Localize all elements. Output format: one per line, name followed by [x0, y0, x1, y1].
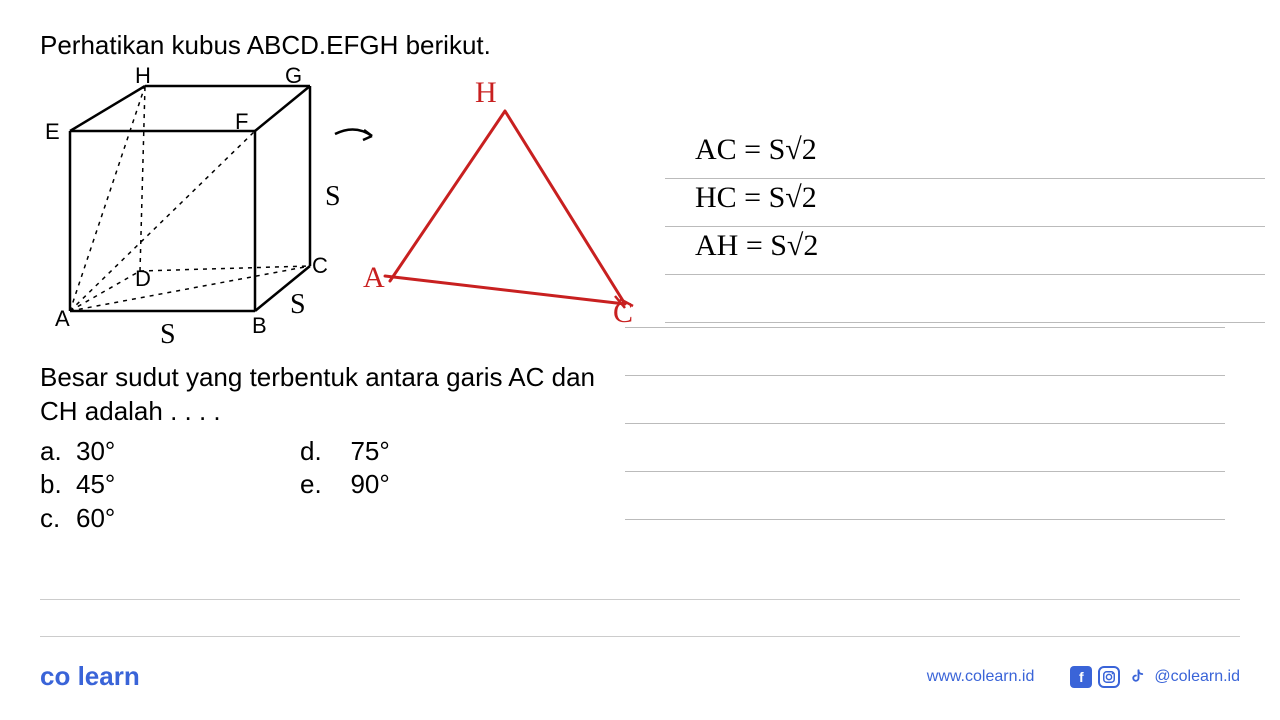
- option-e: e. 90°: [300, 468, 390, 502]
- label-A: A: [55, 306, 70, 332]
- option-c: c.60°: [40, 502, 300, 536]
- side-s-bottom: S: [160, 319, 176, 351]
- footer: co learn www.colearn.id f @colearn.id: [40, 636, 1240, 692]
- label-C: C: [312, 253, 328, 279]
- extra-ruled-lines: [625, 280, 1225, 520]
- facebook-icon: f: [1070, 666, 1092, 688]
- label-D: D: [135, 266, 151, 292]
- equation-3: AH = S√2: [695, 229, 818, 263]
- option-b-value: 45°: [76, 469, 115, 499]
- cube-diagram: H G E F A B C D S S S: [40, 71, 330, 351]
- equation-1: AC = S√2: [695, 133, 817, 167]
- side-s-br: S: [290, 289, 306, 321]
- label-E: E: [45, 119, 60, 145]
- option-e-value: 90°: [350, 469, 389, 499]
- social-icons: f @colearn.id: [1070, 666, 1240, 688]
- option-d-value: 75°: [350, 436, 389, 466]
- social-handle: @colearn.id: [1154, 668, 1240, 686]
- option-c-value: 60°: [76, 503, 115, 533]
- tri-label-H: H: [475, 76, 497, 110]
- side-s-right: S: [325, 181, 341, 213]
- option-a-value: 30°: [76, 436, 115, 466]
- option-d: d. 75°: [300, 435, 390, 469]
- triangle-diagram: H A C: [375, 86, 645, 326]
- brand-logo: co learn: [40, 661, 140, 692]
- tiktok-icon: [1126, 666, 1148, 688]
- label-H: H: [135, 63, 151, 89]
- option-b: b.45°: [40, 468, 300, 502]
- tri-label-A: A: [363, 261, 385, 295]
- equation-2: HC = S√2: [695, 181, 817, 215]
- instagram-icon: [1098, 666, 1120, 688]
- label-G: G: [285, 63, 302, 89]
- question-title: Perhatikan kubus ABCD.EFGH berikut.: [40, 30, 1240, 61]
- divider-line: [40, 599, 1240, 600]
- cube-svg: [40, 71, 330, 341]
- footer-url: www.colearn.id: [927, 668, 1035, 686]
- label-F: F: [235, 109, 248, 135]
- label-B: B: [252, 313, 267, 339]
- option-a: a.30°: [40, 435, 300, 469]
